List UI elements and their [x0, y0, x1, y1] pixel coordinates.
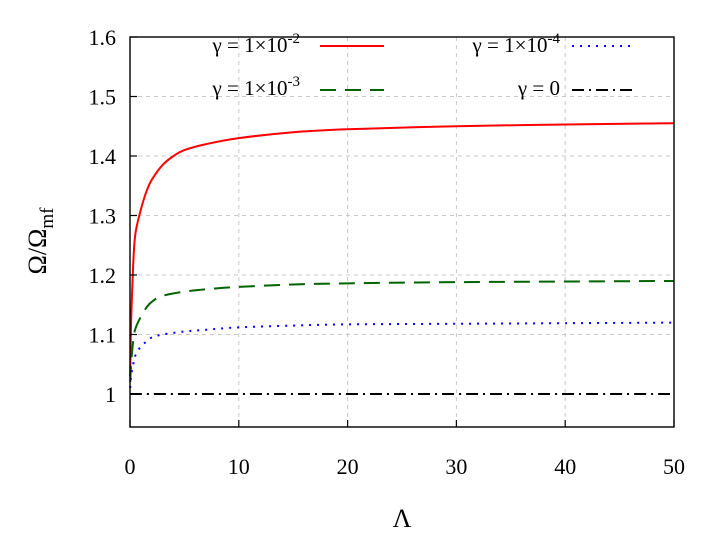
legend-label: γ = 1×10-2 [212, 31, 300, 57]
x-axis-label: Λ [393, 504, 412, 533]
y-tick-label: 1.5 [89, 85, 117, 110]
y-tick-label: 1.3 [89, 204, 117, 229]
plot-frame [129, 36, 675, 428]
y-tick-label: 1.4 [89, 144, 117, 169]
legend-label: γ = 0 [517, 76, 560, 100]
legend-entry: γ = 1×10-4 [472, 31, 634, 57]
legend-entry: γ = 1×10-2 [212, 31, 384, 57]
y-tick-label: 1.2 [89, 263, 117, 288]
x-tick-label: 50 [663, 454, 685, 479]
legend: γ = 1×10-2 γ = 1×10-3 γ = 1×10-4 γ = 0 [212, 31, 634, 100]
x-tick-label: 10 [228, 454, 250, 479]
y-tick-label: 1.6 [89, 25, 117, 50]
legend-entry: γ = 0 [517, 76, 634, 100]
legend-label: γ = 1×10-4 [472, 31, 561, 57]
y-tick-label: 1 [105, 382, 116, 407]
y-tick-label: 1.1 [89, 323, 117, 348]
x-tick-label: 30 [445, 454, 467, 479]
series-line-3 [129, 321, 675, 389]
x-tick-label: 0 [125, 454, 136, 479]
x-tick-label: 40 [554, 454, 576, 479]
grid [130, 37, 674, 427]
legend-entry: γ = 1×10-3 [212, 74, 384, 100]
y-axis-label: Ω/Ωmf [23, 207, 58, 275]
legend-label: γ = 1×10-3 [212, 74, 300, 100]
series-line-1 [129, 122, 675, 377]
axis-ticks: 0 10 20 30 40 50 1 1.1 1.2 1.3 1.4 1.5 1.6 [89, 25, 686, 479]
x-tick-label: 20 [337, 454, 359, 479]
series-line-2 [129, 279, 675, 383]
series-group [129, 122, 675, 396]
